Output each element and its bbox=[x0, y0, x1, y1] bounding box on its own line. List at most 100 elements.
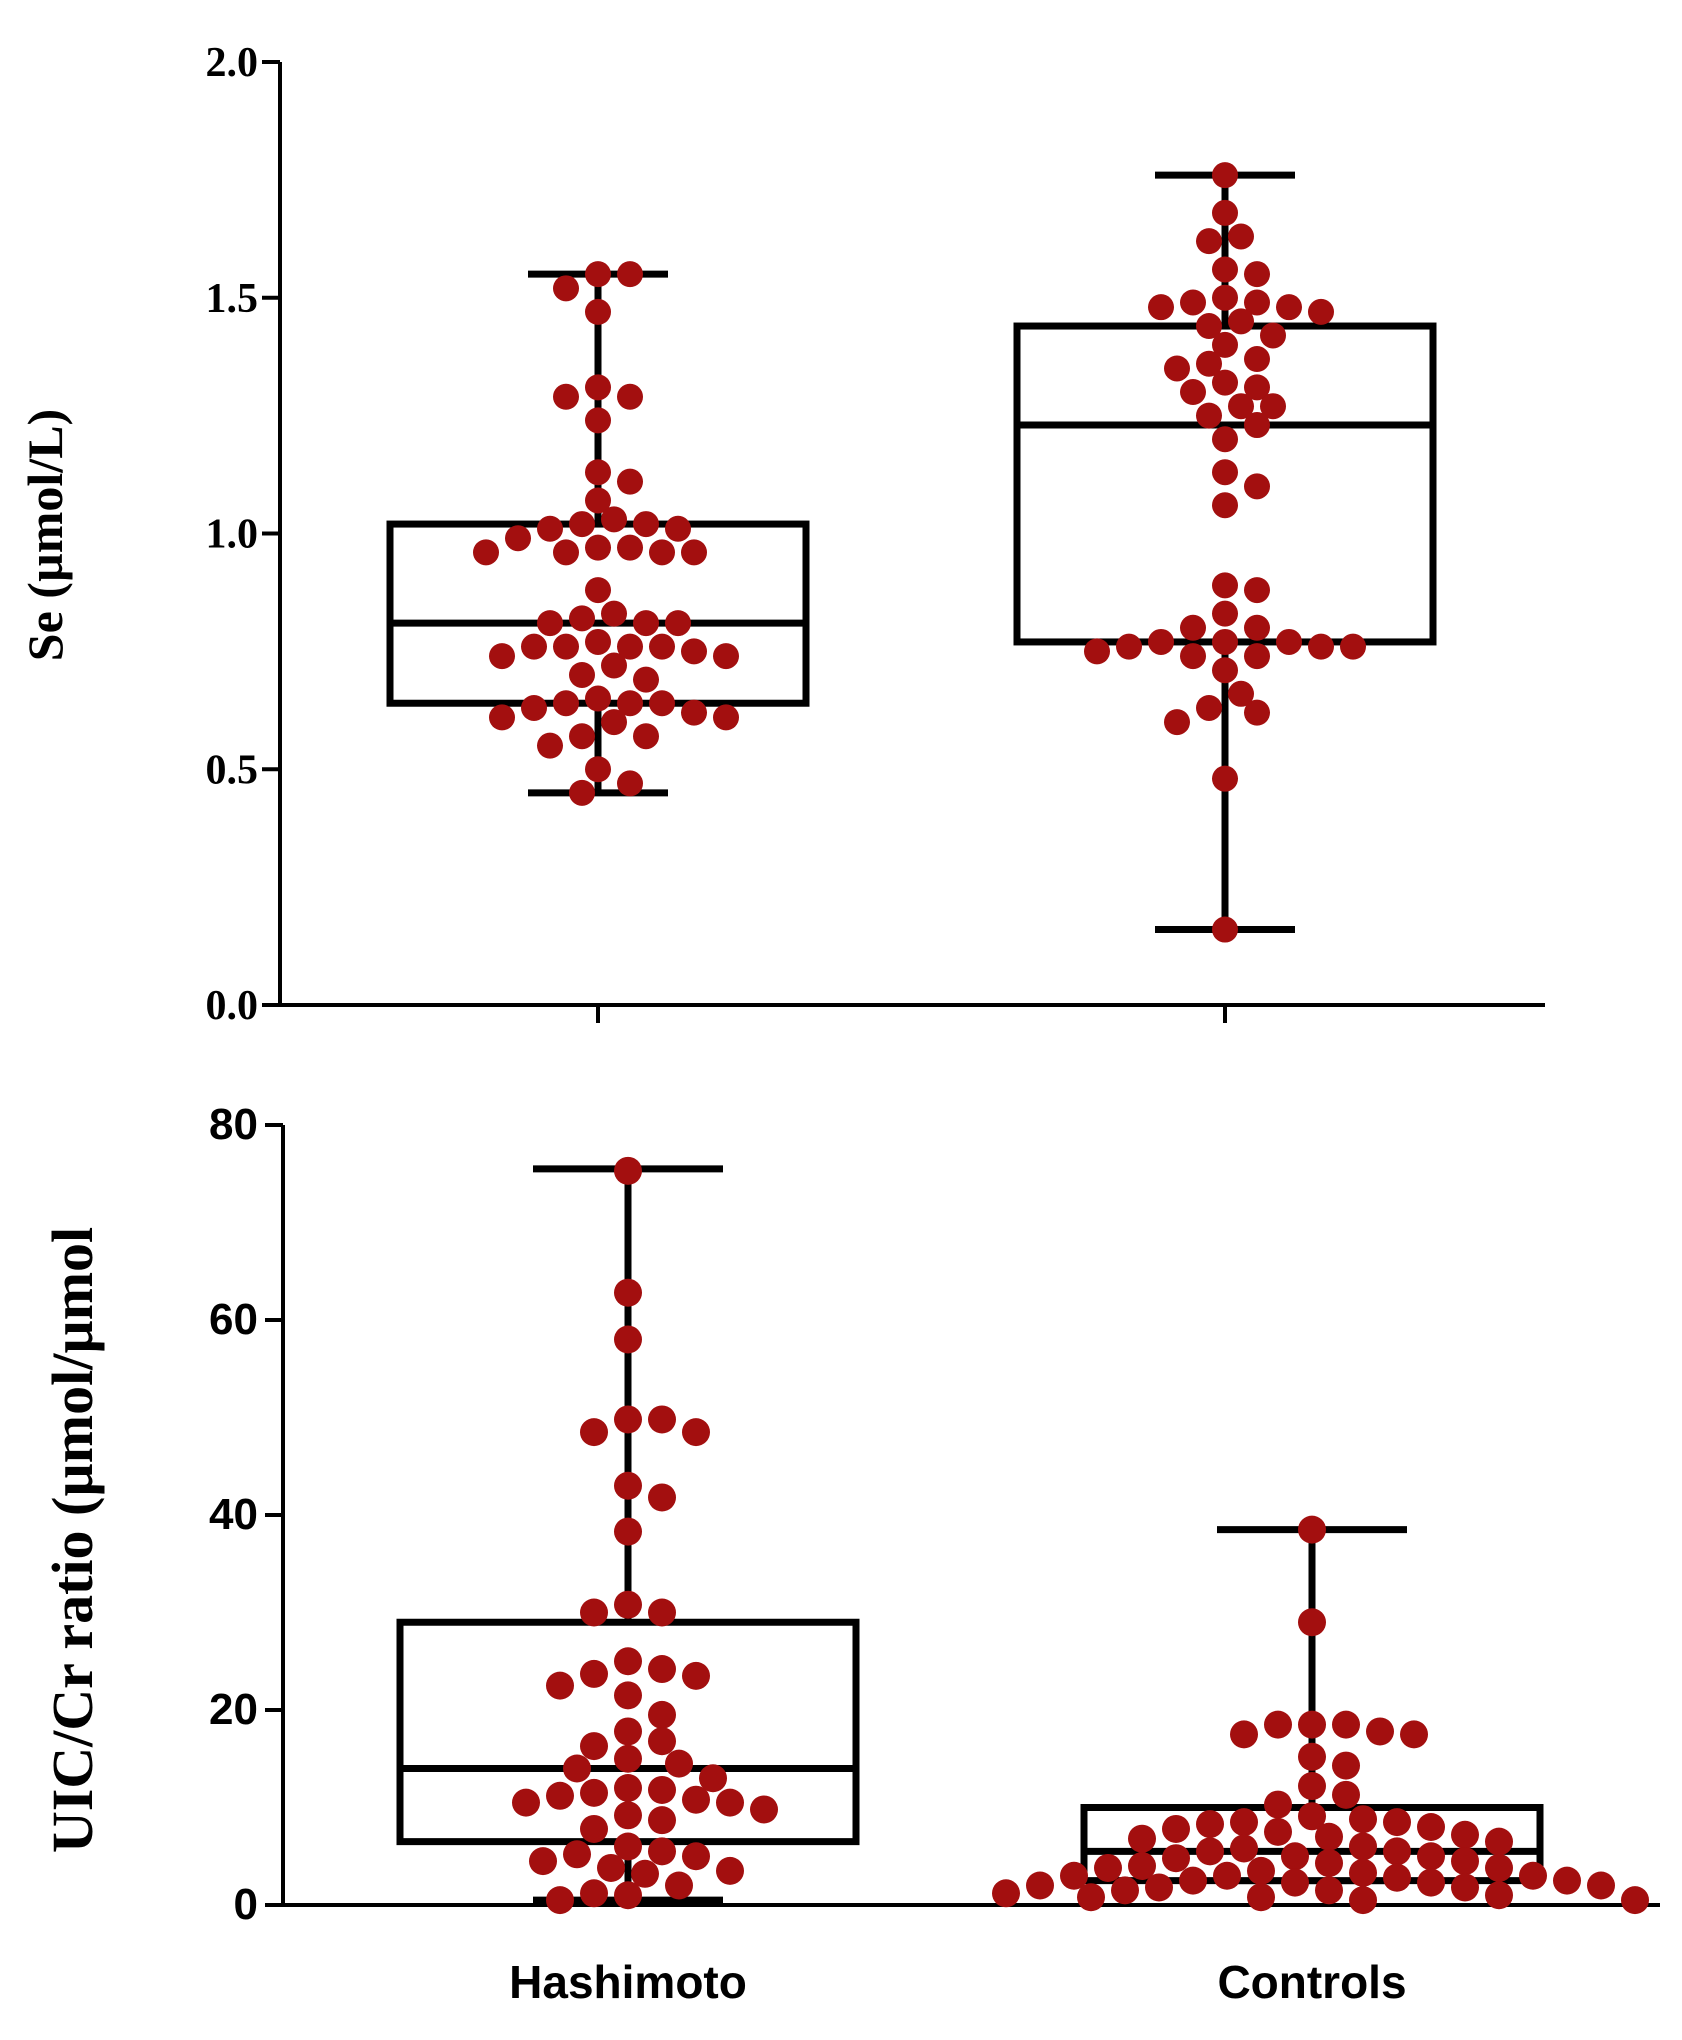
data-point bbox=[1315, 1849, 1343, 1878]
data-point bbox=[1244, 346, 1270, 373]
data-point bbox=[601, 652, 627, 679]
data-point bbox=[473, 539, 499, 566]
data-point bbox=[1298, 1742, 1326, 1771]
data-point bbox=[1180, 379, 1206, 406]
data-point bbox=[1228, 308, 1254, 335]
data-point bbox=[1587, 1871, 1615, 1900]
data-point bbox=[617, 261, 643, 288]
data-point bbox=[601, 506, 627, 533]
data-point bbox=[537, 515, 563, 542]
data-point bbox=[1162, 1814, 1190, 1843]
data-point bbox=[617, 770, 643, 797]
data-point bbox=[563, 1754, 591, 1783]
data-point bbox=[614, 1744, 642, 1773]
data-point bbox=[1213, 1861, 1241, 1890]
data-point bbox=[648, 1837, 676, 1866]
data-point bbox=[585, 298, 611, 325]
data-point bbox=[617, 690, 643, 717]
data-point bbox=[569, 779, 595, 806]
data-point bbox=[665, 1871, 693, 1900]
data-point bbox=[601, 709, 627, 736]
data-point bbox=[682, 1842, 710, 1871]
data-point bbox=[585, 459, 611, 486]
data-point bbox=[1060, 1861, 1088, 1890]
data-point bbox=[1212, 628, 1238, 655]
data-point bbox=[1212, 459, 1238, 486]
data-point bbox=[1244, 374, 1270, 401]
data-point bbox=[614, 1647, 642, 1676]
data-point bbox=[681, 539, 707, 566]
data-point bbox=[1244, 261, 1270, 288]
data-point bbox=[1349, 1886, 1377, 1915]
data-point bbox=[1260, 322, 1286, 349]
data-point bbox=[614, 1801, 642, 1830]
data-point bbox=[537, 610, 563, 637]
data-point bbox=[1212, 369, 1238, 396]
data-point bbox=[1212, 162, 1238, 189]
y-tick-label: 0.0 bbox=[206, 983, 259, 1029]
data-point bbox=[546, 1671, 574, 1700]
data-point bbox=[1244, 473, 1270, 500]
data-point bbox=[585, 261, 611, 288]
data-point bbox=[537, 732, 563, 759]
data-point bbox=[569, 511, 595, 538]
data-point bbox=[580, 1732, 608, 1761]
data-point bbox=[614, 1405, 642, 1434]
data-point bbox=[649, 539, 675, 566]
y-tick-label: 0 bbox=[234, 1880, 258, 1929]
data-point bbox=[1244, 412, 1270, 439]
data-point bbox=[1148, 294, 1174, 321]
data-point bbox=[1196, 1810, 1224, 1839]
data-point bbox=[563, 1840, 591, 1869]
data-point bbox=[750, 1795, 778, 1824]
data-point bbox=[648, 1700, 676, 1729]
data-point bbox=[1180, 643, 1206, 670]
data-point bbox=[614, 1471, 642, 1500]
data-point bbox=[1308, 298, 1334, 325]
data-point bbox=[597, 1853, 625, 1882]
data-point bbox=[1026, 1871, 1054, 1900]
data-point bbox=[1264, 1817, 1292, 1846]
data-point bbox=[1244, 289, 1270, 316]
data-point bbox=[1212, 572, 1238, 599]
data-point bbox=[585, 487, 611, 514]
data-point bbox=[681, 699, 707, 726]
data-point bbox=[585, 685, 611, 712]
data-point bbox=[665, 1749, 693, 1778]
data-point bbox=[569, 723, 595, 750]
data-point bbox=[553, 690, 579, 717]
data-point bbox=[617, 633, 643, 660]
data-point bbox=[1485, 1853, 1513, 1882]
data-point bbox=[1244, 643, 1270, 670]
data-point bbox=[1196, 228, 1222, 255]
data-point bbox=[580, 1598, 608, 1627]
data-point bbox=[1180, 614, 1206, 641]
y-tick-label: 2.0 bbox=[206, 40, 259, 86]
data-point bbox=[681, 638, 707, 665]
data-point bbox=[1145, 1873, 1173, 1902]
data-point bbox=[1332, 1780, 1360, 1809]
data-point bbox=[716, 1788, 744, 1817]
data-point bbox=[631, 1859, 659, 1888]
data-point bbox=[580, 1814, 608, 1843]
data-point bbox=[665, 610, 691, 637]
uic-cr-chart: 0 20 40 60 80 UIC/Cr ratio (µmol/µmol Hashim… bbox=[40, 1100, 1660, 2008]
data-point bbox=[1230, 1720, 1258, 1749]
data-point bbox=[1196, 402, 1222, 429]
data-point bbox=[1212, 765, 1238, 792]
data-point bbox=[1298, 1802, 1326, 1831]
data-point bbox=[1244, 699, 1270, 726]
data-point bbox=[529, 1847, 557, 1876]
data-point bbox=[580, 1418, 608, 1447]
data-point bbox=[1162, 1844, 1190, 1873]
data-point bbox=[1383, 1808, 1411, 1837]
y-tick-label: 40 bbox=[209, 1490, 258, 1539]
data-point bbox=[713, 704, 739, 731]
data-point bbox=[1264, 1710, 1292, 1739]
data-point bbox=[682, 1418, 710, 1447]
data-point bbox=[1196, 350, 1222, 377]
data-point bbox=[617, 383, 643, 410]
data-point bbox=[521, 633, 547, 660]
data-point bbox=[1349, 1858, 1377, 1887]
